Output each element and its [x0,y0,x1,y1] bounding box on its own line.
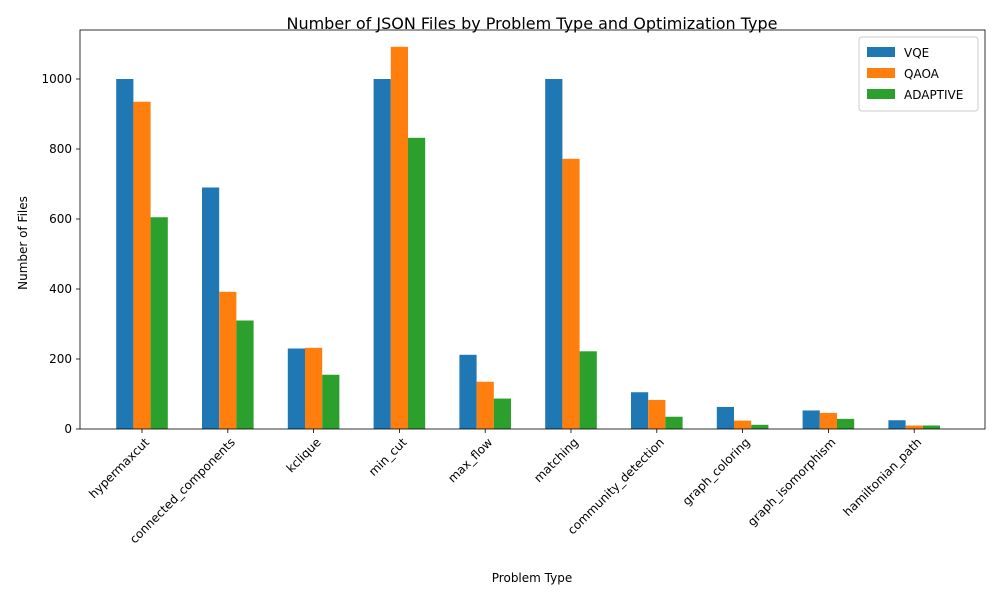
y-tick-label: 0 [64,422,72,436]
bar-qaoa-kclique [305,347,323,429]
bar-adaptive-kclique [322,374,340,429]
bar-adaptive-community_detection [665,416,683,429]
bar-vqe-graph_coloring [716,406,734,429]
bar-qaoa-max_flow [476,381,494,429]
bar-adaptive-connected_components [236,320,254,429]
bar-adaptive-hamiltonian_path [922,425,940,429]
chart-title: Number of JSON Files by Problem Type and… [286,14,777,33]
bars-layer [116,46,940,430]
bar-qaoa-connected_components [219,291,237,429]
bar-vqe-matching [545,79,563,429]
x-tick-label: community_detection [565,435,667,537]
x-tick-label: max_flow [445,435,495,485]
bar-qaoa-matching [562,158,580,430]
x-axis-label: Problem Type [492,571,572,585]
legend-label-vqe: VQE [904,46,929,60]
x-tick-label: min_cut [366,435,410,479]
y-tick-label: 600 [49,212,72,226]
bar-vqe-connected_components [202,187,220,429]
bar-vqe-community_detection [631,392,649,429]
legend-swatch-adaptive [867,89,895,99]
bar-qaoa-min_cut [390,46,408,430]
bar-vqe-hamiltonian_path [888,420,906,429]
bar-vqe-kclique [287,348,305,429]
bar-adaptive-graph_isomorphism [837,418,855,429]
bar-adaptive-min_cut [408,137,426,430]
bar-qaoa-community_detection [648,399,666,429]
bar-qaoa-graph_isomorphism [819,412,837,429]
bar-vqe-min_cut [373,79,391,429]
bar-qaoa-graph_coloring [734,420,752,429]
x-tick-label: kclique [284,435,324,475]
y-tick-label: 800 [49,142,72,156]
bar-adaptive-max_flow [493,398,511,429]
legend-label-adaptive: ADAPTIVE [904,88,963,102]
legend-swatch-qaoa [867,68,895,78]
y-axis-ticks: 0 200 400 600 800 1000 [41,72,80,436]
bar-qaoa-hypermaxcut [133,101,151,429]
bar-adaptive-hypermaxcut [150,217,168,429]
x-tick-label: graph_coloring [680,435,753,508]
plot-frame [79,29,986,430]
bar-adaptive-matching [579,351,597,429]
y-tick-label: 200 [49,352,72,366]
legend: VQE QAOA ADAPTIVE [858,36,979,112]
x-tick-label: graph_isomorphism [745,435,839,529]
y-axis-label: Number of Files [16,196,30,290]
bar-vqe-hypermaxcut [116,79,134,429]
y-tick-label: 1000 [41,72,72,86]
x-tick-label: matching [531,435,581,485]
legend-label-qaoa: QAOA [904,67,940,81]
bar-vqe-max_flow [459,354,477,429]
bar-vqe-graph_isomorphism [802,410,820,429]
bar-qaoa-hamiltonian_path [905,425,923,429]
x-tick-label: hypermaxcut [86,435,152,501]
y-tick-label: 400 [49,282,72,296]
x-tick-label: hamiltonian_path [840,435,924,519]
legend-swatch-vqe [867,47,895,57]
bar-adaptive-graph_coloring [751,424,769,429]
